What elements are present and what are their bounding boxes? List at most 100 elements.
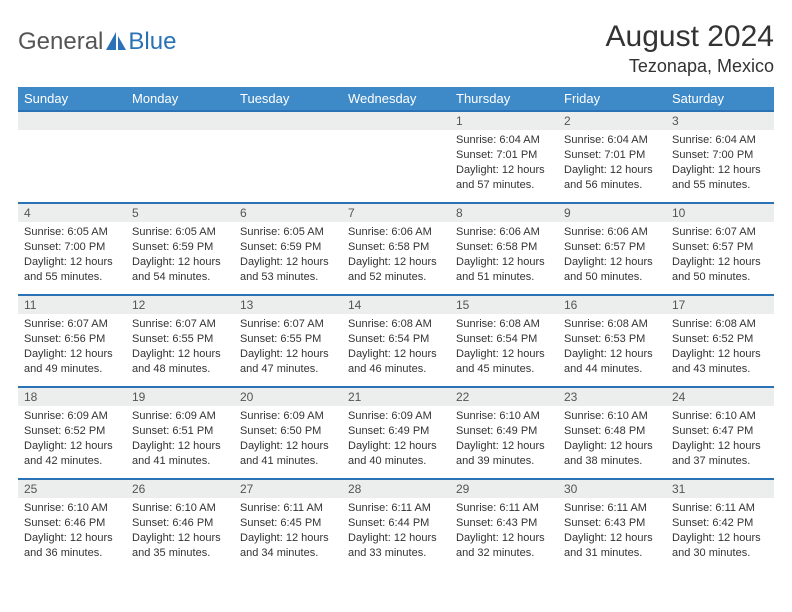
daylight-text: Daylight: 12 hours and 57 minutes. [456, 163, 552, 193]
daylight-text: Daylight: 12 hours and 40 minutes. [348, 439, 444, 469]
cell-body: Sunrise: 6:10 AMSunset: 6:47 PMDaylight:… [666, 406, 774, 472]
day-number [342, 112, 450, 130]
calendar-cell: 14Sunrise: 6:08 AMSunset: 6:54 PMDayligh… [342, 295, 450, 387]
day-number: 4 [18, 204, 126, 222]
cell-body: Sunrise: 6:06 AMSunset: 6:58 PMDaylight:… [342, 222, 450, 288]
sunset-text: Sunset: 6:47 PM [672, 424, 768, 439]
day-number: 26 [126, 480, 234, 498]
sunrise-text: Sunrise: 6:10 AM [24, 501, 120, 516]
day-number: 9 [558, 204, 666, 222]
calendar-week-row: 25Sunrise: 6:10 AMSunset: 6:46 PMDayligh… [18, 479, 774, 571]
daylight-text: Daylight: 12 hours and 46 minutes. [348, 347, 444, 377]
calendar-cell: 22Sunrise: 6:10 AMSunset: 6:49 PMDayligh… [450, 387, 558, 479]
daylight-text: Daylight: 12 hours and 50 minutes. [672, 255, 768, 285]
calendar-cell: 29Sunrise: 6:11 AMSunset: 6:43 PMDayligh… [450, 479, 558, 571]
sunrise-text: Sunrise: 6:11 AM [564, 501, 660, 516]
sunset-text: Sunset: 6:43 PM [564, 516, 660, 531]
daylight-text: Daylight: 12 hours and 41 minutes. [132, 439, 228, 469]
cell-body: Sunrise: 6:10 AMSunset: 6:49 PMDaylight:… [450, 406, 558, 472]
logo-text-general: General [18, 28, 103, 56]
calendar-cell: 15Sunrise: 6:08 AMSunset: 6:54 PMDayligh… [450, 295, 558, 387]
cell-body: Sunrise: 6:05 AMSunset: 7:00 PMDaylight:… [18, 222, 126, 288]
sunset-text: Sunset: 6:48 PM [564, 424, 660, 439]
sunrise-text: Sunrise: 6:10 AM [564, 409, 660, 424]
calendar-week-row: 4Sunrise: 6:05 AMSunset: 7:00 PMDaylight… [18, 203, 774, 295]
sunset-text: Sunset: 6:43 PM [456, 516, 552, 531]
calendar-cell: 4Sunrise: 6:05 AMSunset: 7:00 PMDaylight… [18, 203, 126, 295]
calendar-cell: 9Sunrise: 6:06 AMSunset: 6:57 PMDaylight… [558, 203, 666, 295]
sunrise-text: Sunrise: 6:08 AM [456, 317, 552, 332]
sunrise-text: Sunrise: 6:04 AM [456, 133, 552, 148]
daylight-text: Daylight: 12 hours and 47 minutes. [240, 347, 336, 377]
cell-body: Sunrise: 6:05 AMSunset: 6:59 PMDaylight:… [234, 222, 342, 288]
weekday-header: Saturday [666, 87, 774, 111]
daylight-text: Daylight: 12 hours and 45 minutes. [456, 347, 552, 377]
location-label: Tezonapa, Mexico [606, 56, 774, 77]
page-title: August 2024 [606, 20, 774, 54]
calendar-cell: 28Sunrise: 6:11 AMSunset: 6:44 PMDayligh… [342, 479, 450, 571]
daylight-text: Daylight: 12 hours and 33 minutes. [348, 531, 444, 561]
sunrise-text: Sunrise: 6:10 AM [456, 409, 552, 424]
day-number: 25 [18, 480, 126, 498]
daylight-text: Daylight: 12 hours and 51 minutes. [456, 255, 552, 285]
day-number: 19 [126, 388, 234, 406]
sunset-text: Sunset: 6:51 PM [132, 424, 228, 439]
calendar-cell [126, 111, 234, 203]
sunrise-text: Sunrise: 6:07 AM [24, 317, 120, 332]
day-number: 15 [450, 296, 558, 314]
sunrise-text: Sunrise: 6:05 AM [240, 225, 336, 240]
calendar-cell [18, 111, 126, 203]
sunset-text: Sunset: 6:56 PM [24, 332, 120, 347]
cell-body: Sunrise: 6:04 AMSunset: 7:01 PMDaylight:… [450, 130, 558, 196]
calendar-cell: 27Sunrise: 6:11 AMSunset: 6:45 PMDayligh… [234, 479, 342, 571]
sunrise-text: Sunrise: 6:09 AM [240, 409, 336, 424]
day-number: 20 [234, 388, 342, 406]
sunset-text: Sunset: 6:46 PM [132, 516, 228, 531]
sunrise-text: Sunrise: 6:11 AM [240, 501, 336, 516]
cell-body: Sunrise: 6:11 AMSunset: 6:43 PMDaylight:… [450, 498, 558, 564]
calendar-cell: 20Sunrise: 6:09 AMSunset: 6:50 PMDayligh… [234, 387, 342, 479]
cell-body: Sunrise: 6:09 AMSunset: 6:51 PMDaylight:… [126, 406, 234, 472]
cell-body: Sunrise: 6:08 AMSunset: 6:54 PMDaylight:… [450, 314, 558, 380]
sunset-text: Sunset: 6:50 PM [240, 424, 336, 439]
sunset-text: Sunset: 6:49 PM [348, 424, 444, 439]
cell-body: Sunrise: 6:11 AMSunset: 6:44 PMDaylight:… [342, 498, 450, 564]
calendar-header-row: SundayMondayTuesdayWednesdayThursdayFrid… [18, 87, 774, 111]
calendar-cell: 26Sunrise: 6:10 AMSunset: 6:46 PMDayligh… [126, 479, 234, 571]
sunset-text: Sunset: 6:54 PM [456, 332, 552, 347]
daylight-text: Daylight: 12 hours and 49 minutes. [24, 347, 120, 377]
daylight-text: Daylight: 12 hours and 34 minutes. [240, 531, 336, 561]
logo-sail-icon [105, 32, 127, 52]
cell-body: Sunrise: 6:08 AMSunset: 6:54 PMDaylight:… [342, 314, 450, 380]
weekday-header: Monday [126, 87, 234, 111]
day-number: 28 [342, 480, 450, 498]
header: General Blue August 2024 Tezonapa, Mexic… [18, 20, 774, 77]
cell-body: Sunrise: 6:11 AMSunset: 6:42 PMDaylight:… [666, 498, 774, 564]
sunset-text: Sunset: 6:59 PM [132, 240, 228, 255]
daylight-text: Daylight: 12 hours and 35 minutes. [132, 531, 228, 561]
day-number: 17 [666, 296, 774, 314]
daylight-text: Daylight: 12 hours and 42 minutes. [24, 439, 120, 469]
sunset-text: Sunset: 6:42 PM [672, 516, 768, 531]
cell-body: Sunrise: 6:09 AMSunset: 6:50 PMDaylight:… [234, 406, 342, 472]
cell-body: Sunrise: 6:10 AMSunset: 6:48 PMDaylight:… [558, 406, 666, 472]
sunset-text: Sunset: 7:00 PM [672, 148, 768, 163]
calendar-week-row: 18Sunrise: 6:09 AMSunset: 6:52 PMDayligh… [18, 387, 774, 479]
sunset-text: Sunset: 6:57 PM [672, 240, 768, 255]
sunset-text: Sunset: 7:00 PM [24, 240, 120, 255]
day-number: 23 [558, 388, 666, 406]
daylight-text: Daylight: 12 hours and 38 minutes. [564, 439, 660, 469]
sunrise-text: Sunrise: 6:08 AM [348, 317, 444, 332]
calendar-cell: 5Sunrise: 6:05 AMSunset: 6:59 PMDaylight… [126, 203, 234, 295]
calendar-cell: 17Sunrise: 6:08 AMSunset: 6:52 PMDayligh… [666, 295, 774, 387]
sunset-text: Sunset: 6:52 PM [672, 332, 768, 347]
day-number: 31 [666, 480, 774, 498]
day-number: 3 [666, 112, 774, 130]
daylight-text: Daylight: 12 hours and 32 minutes. [456, 531, 552, 561]
cell-body: Sunrise: 6:10 AMSunset: 6:46 PMDaylight:… [18, 498, 126, 564]
daylight-text: Daylight: 12 hours and 53 minutes. [240, 255, 336, 285]
cell-body: Sunrise: 6:07 AMSunset: 6:55 PMDaylight:… [234, 314, 342, 380]
calendar-cell: 16Sunrise: 6:08 AMSunset: 6:53 PMDayligh… [558, 295, 666, 387]
day-number [18, 112, 126, 130]
calendar-cell: 18Sunrise: 6:09 AMSunset: 6:52 PMDayligh… [18, 387, 126, 479]
